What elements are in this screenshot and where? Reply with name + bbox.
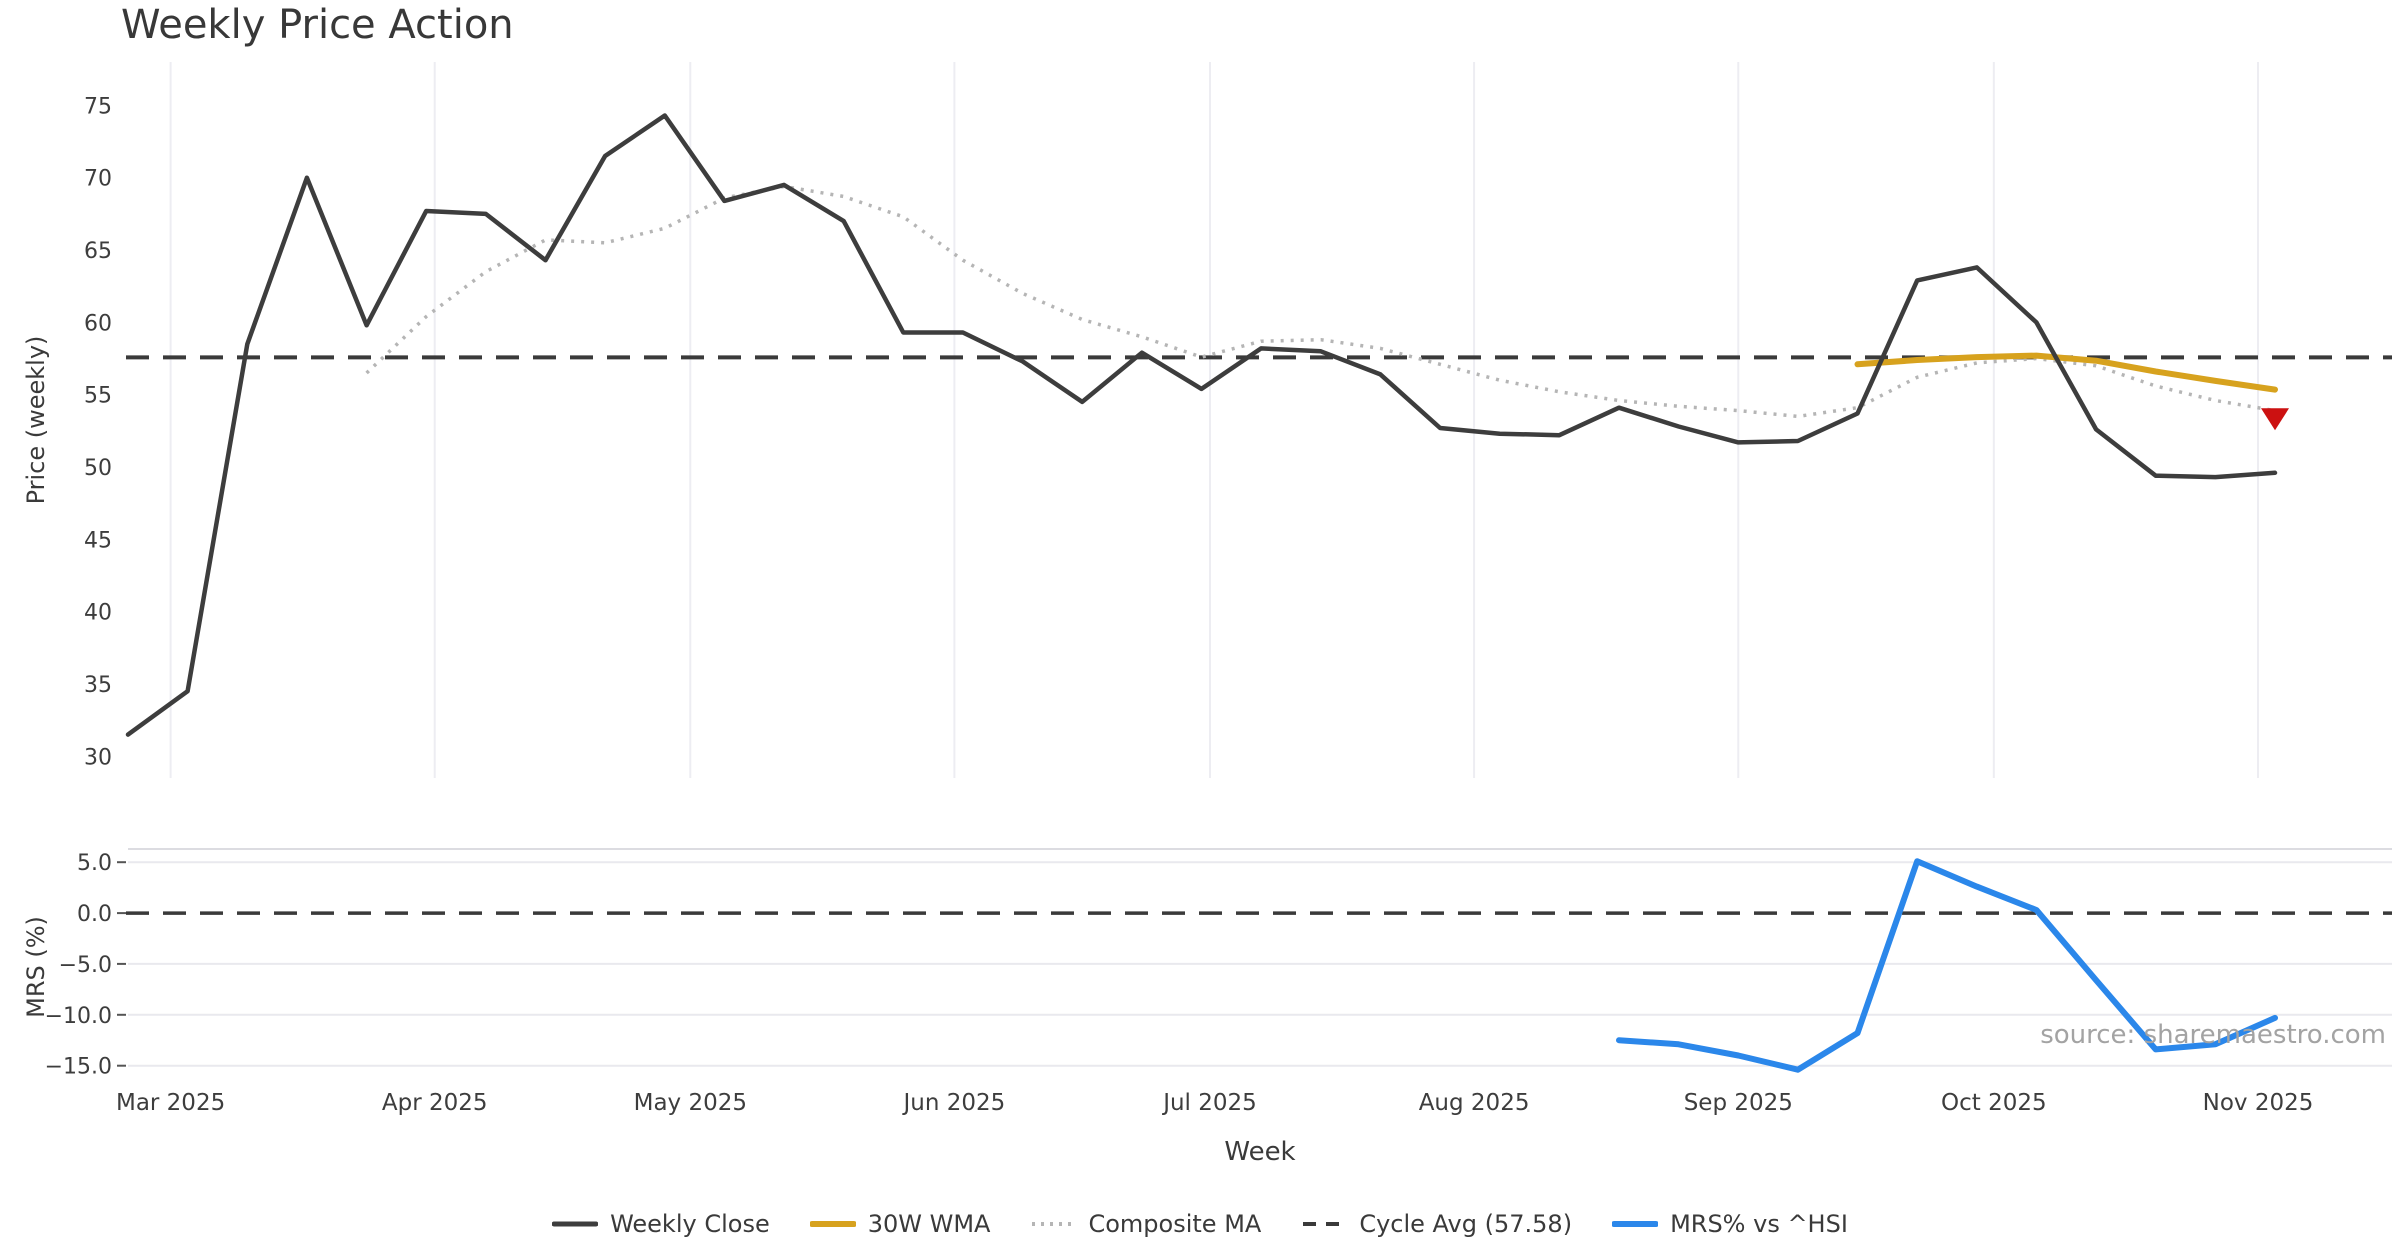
series-composite-ma: [365, 184, 2276, 419]
legend: Weekly Close 30W WMA Composite MA Cycle …: [0, 1210, 2400, 1238]
price-tick-label: 55: [84, 384, 112, 409]
wma-line-swatch: [809, 1221, 856, 1227]
price-tick-label: 40: [84, 601, 112, 626]
mrs-tick-label: 0.0: [77, 902, 112, 927]
price-tick-label: 30: [84, 745, 112, 770]
mrs-tick-label: −15.0: [45, 1055, 112, 1080]
legend-item-mrs: MRS% vs ^HSI: [1612, 1210, 1848, 1238]
legend-label-30w-wma: 30W WMA: [867, 1210, 991, 1238]
price-tick-label: 50: [84, 456, 112, 481]
series-30w-wma: [1854, 352, 2278, 393]
mrs-tick-label: −5.0: [59, 953, 112, 978]
month-tick-label: Oct 2025: [1941, 1090, 2047, 1116]
source-credit: source: sharemaestro.com: [2040, 1020, 2386, 1050]
legend-label-mrs: MRS% vs ^HSI: [1670, 1210, 1848, 1238]
month-tick-label: May 2025: [634, 1090, 747, 1116]
price-tick-label: 65: [84, 239, 112, 264]
month-tick-label: Jun 2025: [902, 1090, 1006, 1116]
month-tick-label: Aug 2025: [1419, 1090, 1530, 1116]
month-tick-label: Mar 2025: [116, 1090, 225, 1116]
mrs-tick-label: 5.0: [77, 851, 112, 876]
price-tick-label: 35: [84, 673, 112, 698]
price-tick-label: 70: [84, 167, 112, 192]
weekly-close-line-swatch: [552, 1221, 599, 1227]
week-axis-label: Week: [1224, 1137, 1296, 1167]
price-tick-label: 60: [84, 311, 112, 336]
month-tick-label: Nov 2025: [2203, 1090, 2314, 1116]
month-tick-label: Sep 2025: [1684, 1090, 1793, 1116]
sell-signal-triangle-marker: [2261, 408, 2289, 431]
legend-item-cycle-avg: Cycle Avg (57.58): [1301, 1210, 1572, 1238]
cycle-avg-line-swatch: [1303, 1222, 1346, 1226]
price-tick-label: 45: [84, 528, 112, 553]
mrs-line-swatch: [1612, 1221, 1659, 1227]
legend-item-composite-ma: Composite MA: [1030, 1210, 1261, 1238]
chart-title: Weekly Price Action: [121, 2, 514, 48]
legend-label-composite-ma: Composite MA: [1088, 1210, 1262, 1238]
price-axis-label: Price (weekly): [22, 335, 50, 505]
series-weekly-close: [125, 113, 2278, 737]
legend-label-weekly-close: Weekly Close: [610, 1210, 770, 1238]
legend-label-cycle-avg: Cycle Avg (57.58): [1359, 1210, 1573, 1238]
legend-item-weekly-close: Weekly Close: [552, 1210, 770, 1238]
month-tick-label: Jul 2025: [1161, 1090, 1257, 1116]
month-tick-label: Apr 2025: [382, 1090, 488, 1116]
legend-item-30w-wma: 30W WMA: [809, 1210, 991, 1238]
mrs-axis-label: MRS (%): [22, 916, 50, 1018]
series-mrs-vs-hsi: [1616, 858, 2278, 1073]
price-tick-label: 75: [84, 94, 112, 119]
composite-ma-line-swatch: [1032, 1222, 1075, 1226]
mrs-tick-label: −10.0: [45, 1004, 112, 1029]
